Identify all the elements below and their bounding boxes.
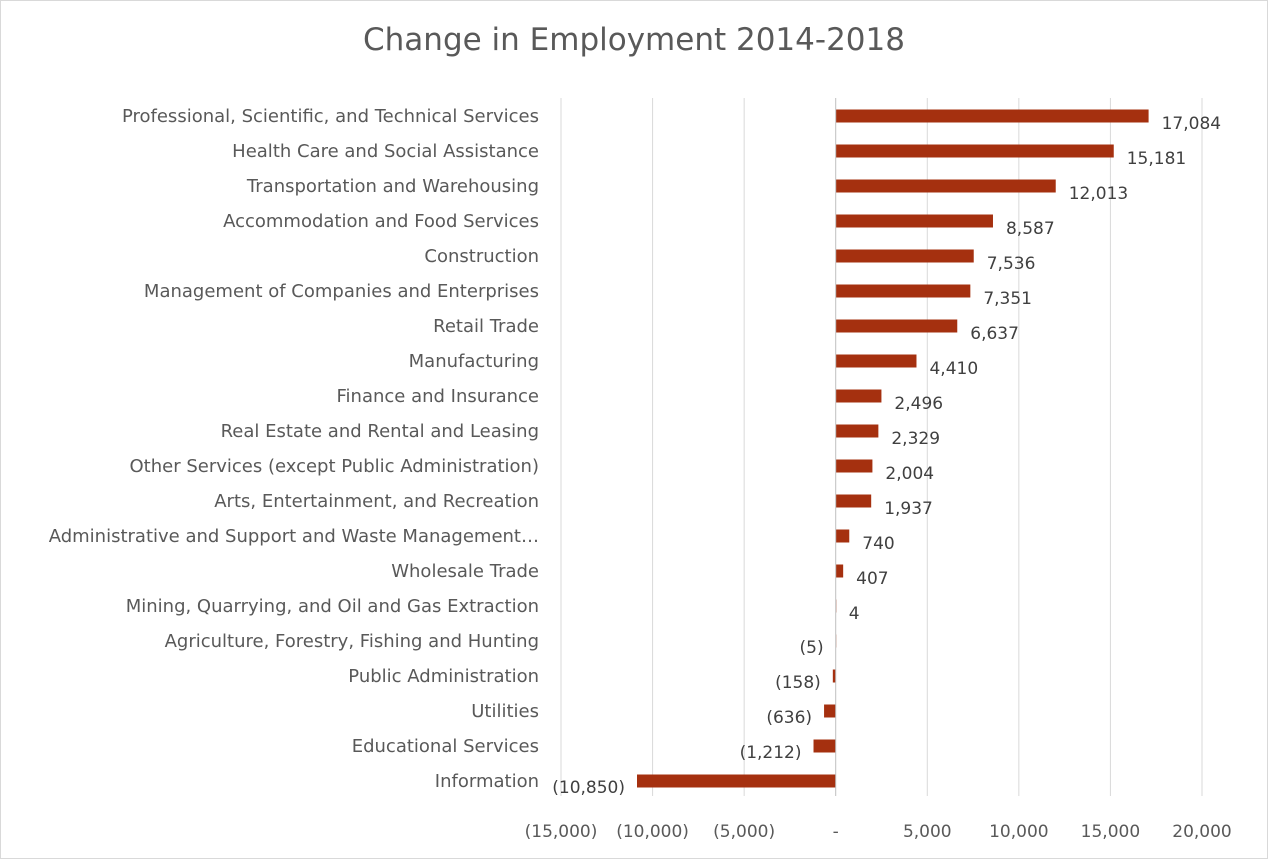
data-label: (5)	[800, 638, 824, 658]
data-label: 2,004	[885, 464, 934, 484]
data-label: 1,937	[884, 499, 933, 519]
category-label: Transportation and Warehousing	[246, 176, 539, 197]
category-label: Manufacturing	[409, 351, 539, 372]
x-tick-label: 20,000	[1172, 822, 1231, 842]
x-tick-label: 15,000	[1081, 822, 1140, 842]
data-label: (636)	[766, 708, 812, 728]
category-label: Administrative and Support and Waste Man…	[49, 526, 539, 547]
chart-title: Change in Employment 2014-2018	[363, 22, 905, 58]
bar	[835, 494, 872, 508]
category-label: Wholesale Trade	[391, 561, 539, 582]
bar	[835, 214, 993, 228]
bar	[835, 564, 844, 578]
data-label: 7,536	[987, 254, 1036, 274]
data-label: (1,212)	[740, 743, 802, 763]
bar	[813, 739, 836, 753]
category-label: Management of Companies and Enterprises	[144, 281, 539, 302]
category-label: Construction	[424, 246, 539, 267]
category-label: Arts, Entertainment, and Recreation	[214, 491, 539, 512]
category-label: Finance and Insurance	[337, 386, 539, 407]
category-label: Real Estate and Rental and Leasing	[221, 421, 539, 442]
x-tick-label: (5,000)	[713, 822, 775, 842]
data-label: 4	[849, 604, 860, 624]
x-tick-label: 10,000	[989, 822, 1048, 842]
category-label: Educational Services	[352, 736, 539, 757]
category-label: Other Services (except Public Administra…	[130, 456, 539, 477]
category-label: Retail Trade	[433, 316, 539, 337]
category-label: Health Care and Social Assistance	[232, 141, 539, 162]
bar	[835, 459, 873, 473]
data-label: 7,351	[983, 289, 1032, 309]
bar	[637, 774, 836, 788]
data-label: 8,587	[1006, 219, 1055, 239]
bar	[835, 354, 917, 368]
x-tick-label: (10,000)	[616, 822, 689, 842]
data-label: 15,181	[1127, 149, 1186, 169]
bar	[835, 424, 879, 438]
bar	[835, 529, 850, 543]
category-label: Public Administration	[348, 666, 539, 687]
bar	[835, 144, 1114, 158]
data-label: 2,329	[891, 429, 940, 449]
bar	[824, 704, 836, 718]
data-label: 12,013	[1069, 184, 1128, 204]
bar	[835, 249, 974, 263]
category-label: Accommodation and Food Services	[223, 211, 539, 232]
data-label: 6,637	[970, 324, 1019, 344]
bar	[835, 284, 971, 298]
category-label: Utilities	[471, 701, 539, 722]
data-label: 4,410	[929, 359, 978, 379]
x-tick-label: -	[833, 822, 839, 842]
bar	[835, 179, 1056, 193]
bar	[835, 109, 1149, 123]
category-label: Professional, Scientific, and Technical …	[122, 106, 539, 127]
bar	[835, 319, 958, 333]
bar	[835, 389, 882, 403]
x-tick-label: 5,000	[903, 822, 952, 842]
bar	[832, 669, 836, 683]
data-label: 740	[862, 534, 894, 554]
category-label: Mining, Quarrying, and Oil and Gas Extra…	[126, 596, 539, 617]
data-label: (158)	[775, 673, 821, 693]
category-label: Agriculture, Forestry, Fishing and Hunti…	[165, 631, 539, 652]
data-label: (10,850)	[552, 778, 625, 798]
data-label: 17,084	[1162, 114, 1221, 134]
data-label: 2,496	[894, 394, 943, 414]
category-label: Information	[435, 771, 539, 792]
data-label: 407	[856, 569, 888, 589]
x-tick-label: (15,000)	[525, 822, 598, 842]
